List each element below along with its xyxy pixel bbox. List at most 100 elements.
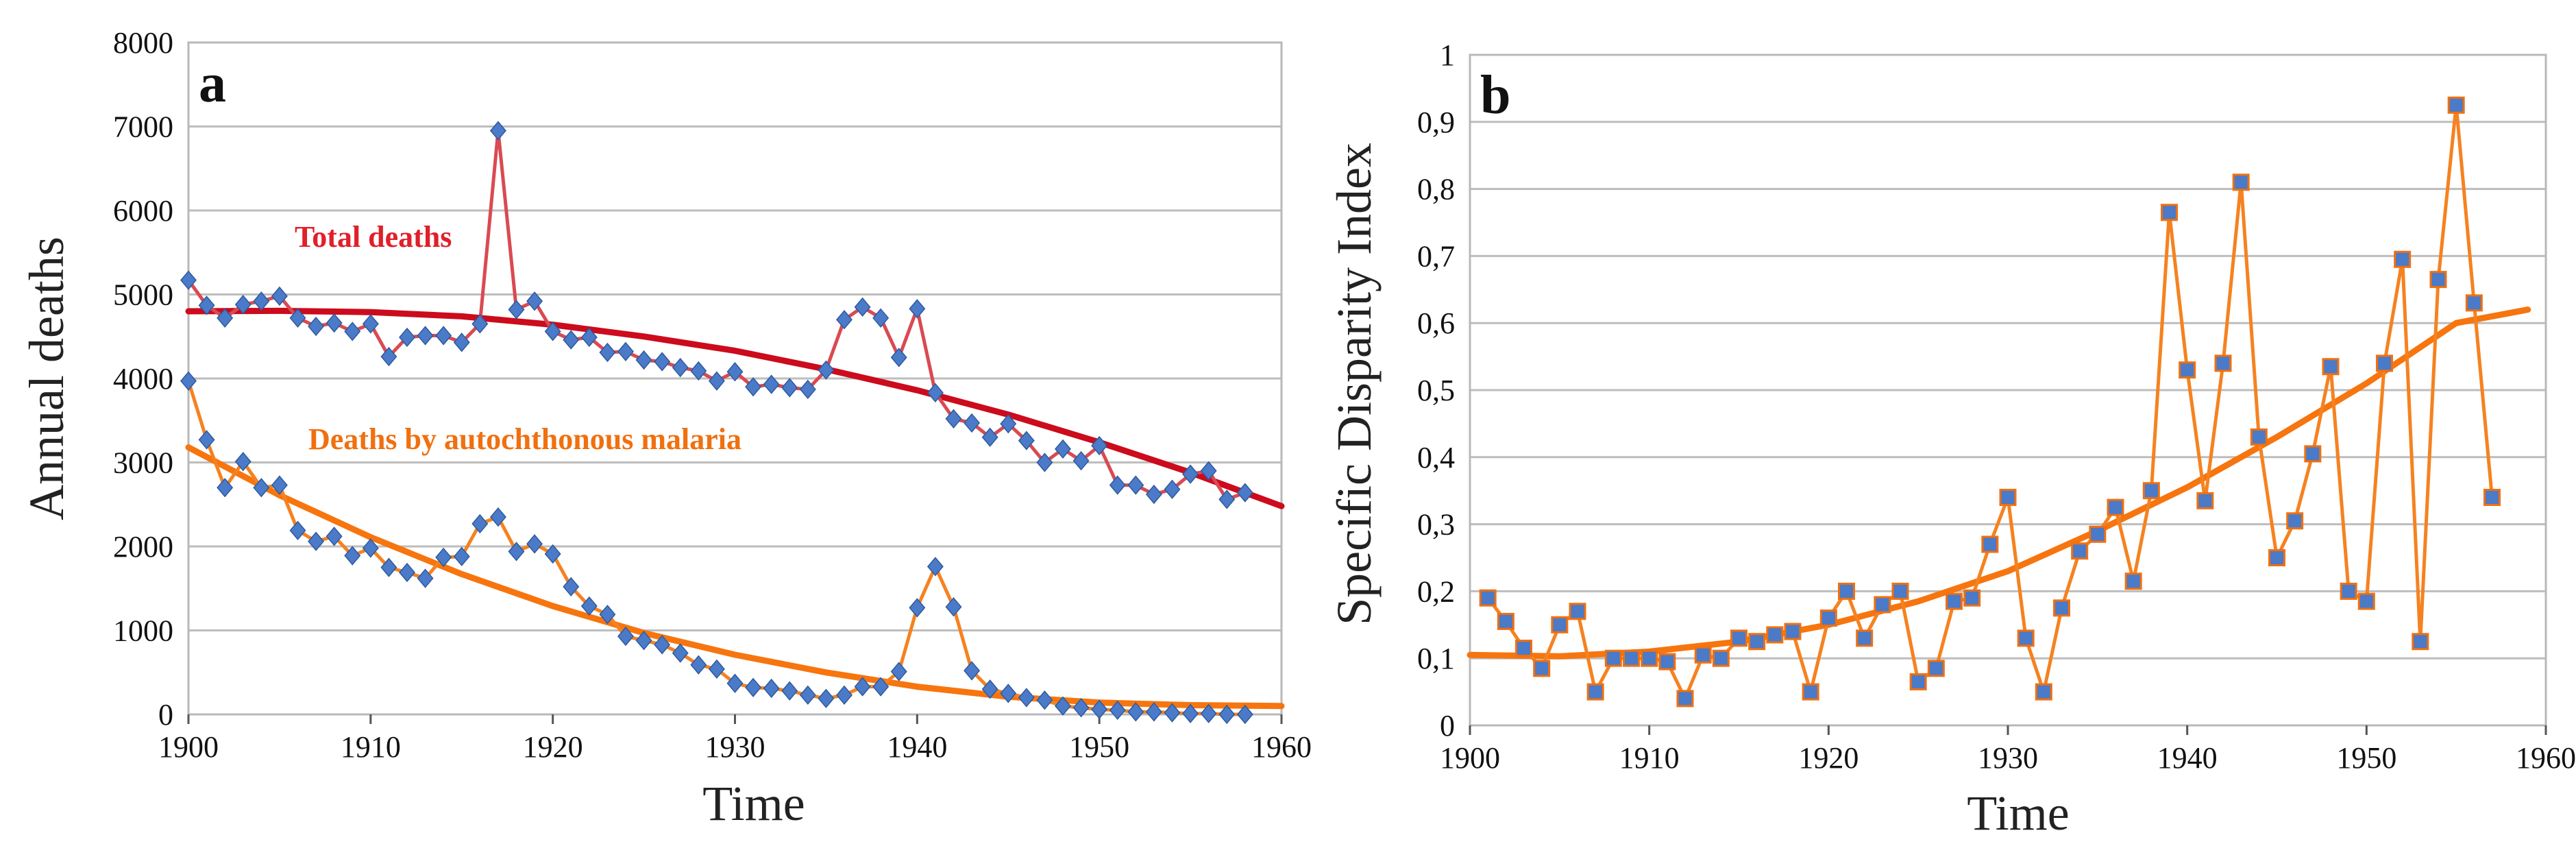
data-point bbox=[1200, 461, 1217, 481]
data-point bbox=[1479, 589, 1497, 607]
data-point bbox=[635, 350, 652, 370]
y-tick-label: 3000 bbox=[113, 446, 173, 480]
data-point bbox=[489, 121, 506, 141]
data-point bbox=[2071, 542, 2089, 560]
data-point bbox=[489, 507, 506, 527]
data-point bbox=[617, 626, 634, 647]
data-point bbox=[2232, 173, 2250, 191]
y-tick-label: 0,5 bbox=[1417, 374, 1455, 407]
data-point bbox=[544, 322, 561, 341]
y-tick-label: 0,7 bbox=[1417, 239, 1455, 273]
data-point bbox=[1694, 646, 1712, 664]
data-point bbox=[362, 538, 379, 558]
data-point bbox=[981, 427, 998, 447]
data-point bbox=[1000, 413, 1017, 434]
x-tick-label: 1930 bbox=[705, 730, 765, 764]
data-point bbox=[708, 659, 725, 679]
data-point bbox=[1533, 660, 1551, 677]
data-point bbox=[763, 374, 780, 394]
data-point bbox=[1218, 704, 1236, 725]
data-point bbox=[745, 377, 762, 397]
panel-b-chart: 00,10,20,30,40,50,60,70,80,91 1900 1910 19… bbox=[1327, 38, 2576, 841]
data-point bbox=[617, 341, 634, 361]
data-point bbox=[1927, 660, 1945, 677]
data-point bbox=[2161, 204, 2178, 221]
data-point bbox=[1036, 452, 1053, 472]
data-point bbox=[563, 577, 580, 596]
data-point bbox=[2304, 445, 2322, 463]
data-point bbox=[1200, 703, 1217, 723]
data-point bbox=[872, 308, 890, 328]
panel-a-series bbox=[180, 121, 1285, 725]
data-point bbox=[2107, 498, 2124, 516]
data-point bbox=[1963, 589, 1981, 607]
data-point bbox=[2214, 354, 2232, 372]
data-point bbox=[1604, 649, 1622, 667]
data-point bbox=[453, 546, 470, 566]
data-point bbox=[526, 534, 543, 554]
x-tick-label: 1940 bbox=[2157, 741, 2218, 775]
data-point bbox=[1072, 450, 1090, 471]
panel-a-y-title: Annual deaths bbox=[19, 237, 74, 520]
data-point bbox=[654, 352, 671, 372]
panel-b-x-title: Time bbox=[1967, 786, 2069, 841]
data-point bbox=[1748, 633, 1766, 651]
x-tick-label: 1900 bbox=[1440, 741, 1500, 775]
y-tick-label: 2000 bbox=[113, 530, 173, 564]
data-point bbox=[1236, 704, 1253, 725]
data-point bbox=[818, 360, 835, 380]
data-point bbox=[854, 297, 871, 317]
panel-b-series bbox=[1467, 96, 2531, 708]
data-point bbox=[2483, 488, 2501, 506]
data-point bbox=[781, 378, 798, 398]
y-tick-label: 8000 bbox=[113, 26, 173, 60]
y-tick-label: 1000 bbox=[113, 614, 173, 648]
data-point bbox=[399, 562, 415, 583]
data-point bbox=[909, 598, 926, 618]
panel-b-letter: b bbox=[1480, 65, 1511, 125]
y-tick-label: 0 bbox=[1440, 709, 1455, 743]
x-tick-label: 1950 bbox=[1069, 730, 1129, 764]
data-point bbox=[2035, 683, 2052, 701]
data-point bbox=[1000, 684, 1017, 703]
data-point bbox=[854, 677, 871, 697]
data-point bbox=[198, 295, 215, 315]
data-point bbox=[1055, 696, 1071, 716]
panel-b-x-ticks: 1900 1910 1920 1930 1940 1950 1960 bbox=[1440, 725, 2576, 775]
data-point bbox=[2340, 582, 2357, 600]
data-point bbox=[344, 546, 361, 566]
data-point bbox=[1838, 582, 1855, 600]
data-point bbox=[726, 362, 744, 382]
data-point bbox=[2322, 358, 2340, 376]
data-point bbox=[964, 413, 981, 433]
panel-a-x-ticks: 1900 1910 1920 1930 1940 1950 1960 bbox=[158, 714, 1312, 764]
data-point bbox=[234, 452, 252, 472]
data-point bbox=[2124, 572, 2142, 590]
data-point bbox=[945, 409, 962, 428]
data-point bbox=[253, 478, 270, 498]
data-point bbox=[981, 679, 998, 699]
data-point bbox=[654, 635, 671, 655]
data-point bbox=[471, 314, 489, 334]
data-point bbox=[1569, 603, 1586, 620]
data-point bbox=[1909, 673, 1927, 690]
data-point bbox=[2376, 354, 2393, 372]
data-point bbox=[708, 371, 725, 391]
data-point bbox=[2394, 250, 2412, 268]
data-point bbox=[1784, 623, 1802, 640]
data-point bbox=[508, 300, 525, 319]
y-tick-label: 0,2 bbox=[1417, 575, 1455, 608]
data-point bbox=[690, 655, 707, 675]
malaria-deaths-label: Deaths by autochthonous malaria bbox=[308, 422, 741, 456]
data-point bbox=[1856, 629, 1874, 647]
data-point bbox=[672, 643, 689, 663]
data-point bbox=[1164, 703, 1181, 723]
y-tick-label: 1 bbox=[1440, 38, 1455, 72]
data-point bbox=[563, 330, 580, 350]
x-tick-label: 1910 bbox=[1619, 741, 1680, 775]
data-point bbox=[1981, 535, 1999, 553]
data-point bbox=[180, 270, 197, 290]
x-tick-label: 1900 bbox=[158, 730, 219, 764]
data-point bbox=[399, 327, 415, 348]
